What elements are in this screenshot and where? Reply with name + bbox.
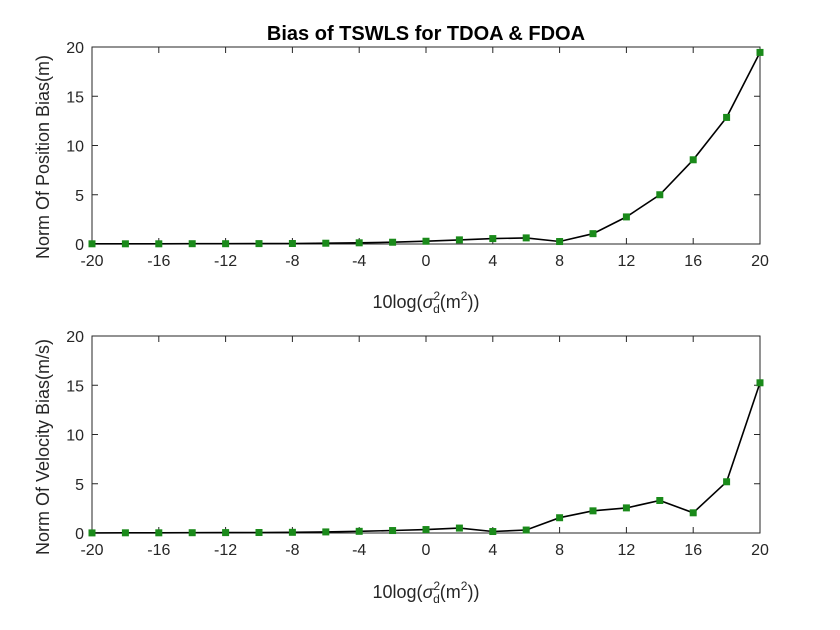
- x-tick-label: -16: [147, 542, 170, 559]
- x-tick-label: 0: [422, 542, 431, 559]
- data-point: [322, 528, 330, 536]
- data-point: [756, 379, 764, 387]
- data-point: [556, 514, 564, 522]
- data-point: [88, 240, 96, 248]
- x-tick-label: -12: [214, 542, 237, 559]
- x-tick-label: 0: [422, 253, 431, 270]
- y-tick-label: 20: [66, 329, 84, 346]
- data-point: [756, 48, 764, 56]
- x-tick-label: -20: [80, 253, 103, 270]
- data-point: [222, 529, 230, 537]
- data-point: [155, 240, 163, 248]
- x-tick-label: 12: [618, 542, 636, 559]
- data-point: [222, 240, 230, 248]
- x-tick-label: -12: [214, 253, 237, 270]
- x-tick-label: 16: [684, 542, 702, 559]
- plot-area-0: [91, 46, 761, 245]
- data-point: [656, 496, 664, 504]
- x-tick-label: -4: [352, 253, 366, 270]
- data-point: [255, 529, 263, 537]
- y-axis-label-position: Norm Of Position Bias(m): [33, 55, 53, 259]
- x-tick-label: 16: [684, 253, 702, 270]
- y-tick-label: 15: [66, 378, 84, 395]
- x-tick-label: 8: [555, 253, 564, 270]
- data-point: [522, 526, 530, 534]
- data-point: [422, 526, 430, 534]
- y-tick-label: 15: [66, 89, 84, 106]
- plot-area-1: [91, 335, 761, 534]
- data-point: [155, 529, 163, 537]
- data-point: [689, 509, 697, 517]
- x-tick-label: 8: [555, 542, 564, 559]
- chart-title: Bias of TSWLS for TDOA & FDOA: [267, 23, 585, 45]
- y-tick-label: 20: [66, 40, 84, 57]
- velocity-bias-subplot: -20 -16 -12 -8 -4 0 4 8 12 16 20 0 5 10 15 20 Norm Of V…: [33, 329, 769, 606]
- data-point: [355, 239, 363, 247]
- data-point: [288, 528, 296, 536]
- y-axis-label-velocity: Norm Of Velocity Bias(m/s): [33, 339, 53, 555]
- x-tick-label: -16: [147, 253, 170, 270]
- data-point: [121, 529, 129, 537]
- data-point: [689, 156, 697, 164]
- y-tick-label: 10: [66, 139, 84, 156]
- data-point: [589, 230, 597, 238]
- data-point: [288, 240, 296, 248]
- x-tick-label: 4: [488, 542, 497, 559]
- data-point: [556, 238, 564, 246]
- data-point: [723, 478, 731, 486]
- y-tick-label: 0: [75, 526, 84, 543]
- data-point: [455, 524, 463, 532]
- y-tick-label: 0: [75, 237, 84, 254]
- y-tick-label: 5: [75, 477, 84, 494]
- data-point: [255, 240, 263, 248]
- data-point: [389, 527, 397, 535]
- data-point: [589, 507, 597, 515]
- x-tick-label: -8: [285, 542, 299, 559]
- data-point: [188, 240, 196, 248]
- x-tick-label: -4: [352, 542, 366, 559]
- data-point: [88, 529, 96, 537]
- data-point: [723, 113, 731, 121]
- x-tick-label: -8: [285, 253, 299, 270]
- y-tick-label: 10: [66, 428, 84, 445]
- data-point: [489, 528, 497, 536]
- x-axis-label-top: 10log(σ2 d(m2)): [373, 289, 480, 316]
- x-tick-label: -20: [80, 542, 103, 559]
- data-point: [656, 191, 664, 199]
- position-bias-subplot: -20 -16 -12 -8 -4 0 4 8 12 16 20 0 5 10 15 20 Norm Of P…: [33, 40, 769, 316]
- data-point: [489, 235, 497, 243]
- data-point: [121, 240, 129, 248]
- data-point: [522, 234, 530, 242]
- data-point: [622, 213, 630, 221]
- data-point: [188, 529, 196, 537]
- x-tick-label: 4: [488, 253, 497, 270]
- data-point: [422, 237, 430, 245]
- data-point: [622, 504, 630, 512]
- x-tick-label: 20: [751, 542, 769, 559]
- x-axis-label-bottom: 10log(σ2 d(m2)): [373, 579, 480, 606]
- data-point: [455, 236, 463, 244]
- y-tick-label: 5: [75, 188, 84, 205]
- data-point: [389, 238, 397, 246]
- x-tick-label: 12: [618, 253, 636, 270]
- data-point: [322, 239, 330, 247]
- data-point: [355, 527, 363, 535]
- x-tick-label: 20: [751, 253, 769, 270]
